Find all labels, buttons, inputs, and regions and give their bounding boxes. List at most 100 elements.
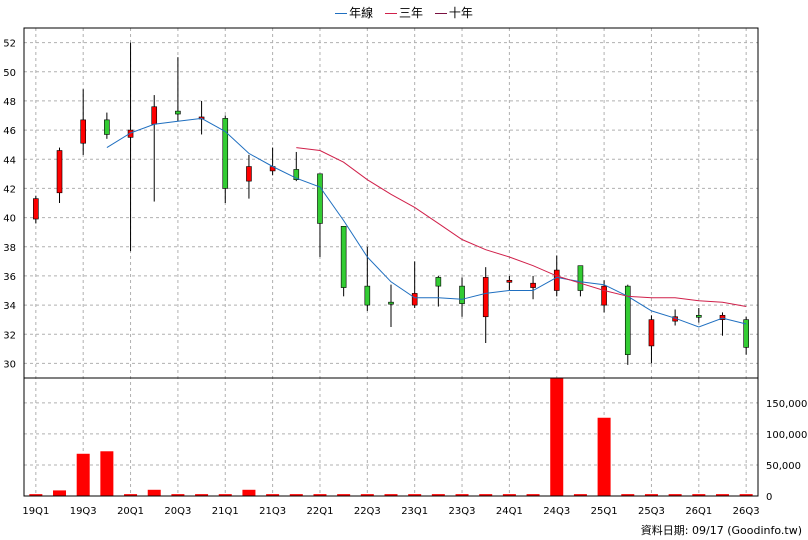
volume-bar [313,494,327,496]
time-tick-label: 22Q1 [306,506,333,517]
candle-body [246,166,252,182]
volume-bar [242,489,256,496]
candle-body [648,319,655,347]
candle-body [719,314,726,320]
candle-body [435,277,442,287]
price-tick-label: 50 [3,68,16,79]
legend-swatch-three-year [384,13,397,14]
three-year-line [296,147,747,307]
annual-line [106,117,747,328]
volume-bar [289,494,303,496]
price-tick-label: 48 [3,97,16,108]
volume-bar [100,451,114,496]
volume-bar [124,494,138,496]
price-tick-label: 44 [3,155,16,166]
candle-body [80,119,86,144]
legend-swatch-annual [335,13,348,14]
volume-bar [266,494,280,496]
volume-bar [692,494,706,496]
candle-body [743,319,749,348]
price-tick-label: 40 [3,214,16,225]
plot-border [23,27,759,497]
price-tick-label: 46 [3,126,16,137]
volume-bar [644,494,658,496]
candle-body [506,279,513,283]
candle-body [482,277,489,318]
volume-bar [195,494,209,496]
candle-body [530,282,536,288]
time-tick-label: 19Q3 [70,506,97,517]
volume-bar [502,494,516,496]
price-tick-label: 42 [3,184,16,195]
volume-bar [218,494,232,496]
time-tick-label: 26Q1 [685,506,712,517]
time-tick-label: 19Q1 [22,506,49,517]
candle-body [293,169,300,180]
volume-bar [76,453,90,496]
time-tick-label: 24Q1 [496,506,523,517]
data-credit: 資料日期: 09/17 (Goodinfo.tw) [640,524,802,537]
candle-body [127,129,134,138]
volume-bar [526,494,540,496]
volume-bar [597,417,611,496]
legend-label-ten-year: 十年 [448,6,473,20]
volume-bar [715,494,729,496]
time-tick-label: 23Q3 [449,506,476,517]
time-tick-label: 26Q3 [733,506,760,517]
candle-body [553,269,560,291]
time-tick-label: 21Q1 [212,506,239,517]
time-tick-label: 20Q3 [164,506,191,517]
volume-bar [455,494,469,496]
volume-bar [147,489,161,496]
candle-body [459,285,465,304]
candle-body [601,285,607,306]
time-tick-label: 25Q3 [638,506,665,517]
candle-body [151,106,158,125]
time-tick-label: 21Q3 [259,506,286,517]
time-tick-label: 23Q1 [401,506,428,517]
price-tick-label: 32 [3,330,16,341]
price-tick-label: 30 [3,359,16,370]
volume-bar [53,490,67,496]
candle-body [33,198,39,220]
volume-bar [573,494,587,496]
volume-bars [29,378,753,496]
chart-frame [23,27,759,497]
candle-body [696,314,702,318]
volume-tick-label: 50,000 [766,461,801,472]
price-tick-label: 36 [3,272,16,283]
volume-bar [550,378,564,496]
volume-bar [360,494,374,496]
volume-bar [621,494,635,496]
candle-body [411,293,418,306]
volume-bar [384,494,398,496]
volume-bar [431,494,445,496]
volume-bar [337,494,351,496]
legend-item-annual[interactable]: 年線 [335,4,373,21]
volume-bar [171,494,185,496]
time-tick-label: 20Q1 [117,506,144,517]
legend: 年線 三年 十年 [0,4,808,21]
time-tick-label: 24Q3 [543,506,570,517]
volume-bar [668,494,682,496]
candle-body [175,110,181,115]
candle-body [340,226,347,288]
price-tick-label: 52 [3,39,16,50]
time-tick-label: 25Q1 [591,506,618,517]
volume-tick-label: 150,000 [766,399,807,410]
volume-bar [479,494,493,496]
candle-body [317,173,323,224]
volume-tick-label: 100,000 [766,430,807,441]
legend-item-three-year[interactable]: 三年 [384,4,423,21]
price-tick-label: 38 [3,243,16,254]
volume-bar [408,494,422,496]
legend-item-ten-year[interactable]: 十年 [434,4,473,21]
candlesticks [33,42,749,365]
price-tick-label: 34 [3,301,16,312]
axis-labels: 30 32 34 36 38 40 42 44 46 48 50 52 0 50,000 100,000 15… [3,39,807,517]
candle-body [56,150,63,194]
legend-swatch-ten-year [434,13,447,14]
legend-label-annual: 年線 [349,6,374,20]
candle-body [624,285,631,355]
